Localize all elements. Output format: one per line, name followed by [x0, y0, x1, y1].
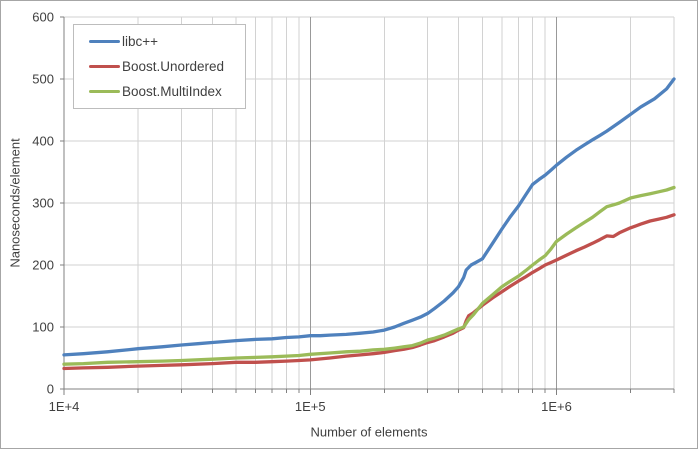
y-tick-label: 500 [32, 72, 54, 87]
legend-label-boost-multiindex: Boost.MultiIndex [122, 84, 222, 99]
x-tick-label: 1E+6 [541, 399, 572, 414]
series-line-libc- [62, 77, 676, 357]
y-tick-label: 200 [32, 258, 54, 273]
legend-swatch-boost-unordered [89, 65, 120, 68]
y-tick-label: 100 [32, 320, 54, 335]
x-axis-title: Number of elements [310, 424, 428, 440]
y-tick-label: 0 [47, 382, 54, 397]
legend-swatch-libcpp [89, 40, 120, 43]
series-line-boost-multiindex [62, 185, 676, 366]
series-line-boost-unordered [62, 213, 676, 371]
legend-item-boost-unordered: Boost.Unordered [89, 54, 245, 79]
legend-item-boost-multiindex: Boost.MultiIndex [89, 79, 245, 104]
legend-label-libcpp: libc++ [122, 34, 159, 49]
y-tick-label: 300 [32, 196, 54, 211]
y-tick-label: 600 [32, 10, 54, 25]
y-axis-title: Nanoseconds/element [7, 138, 23, 268]
legend-label-boost-unordered: Boost.Unordered [122, 59, 225, 74]
y-tick-label: 400 [32, 134, 54, 149]
legend-swatch-boost-multiindex [89, 90, 120, 93]
x-tick-label: 1E+4 [49, 399, 80, 414]
legend-item-libcpp: libc++ [89, 29, 245, 54]
x-tick-label: 1E+5 [295, 399, 326, 414]
legend: libc++ Boost.Unordered Boost.MultiIndex [73, 24, 246, 109]
